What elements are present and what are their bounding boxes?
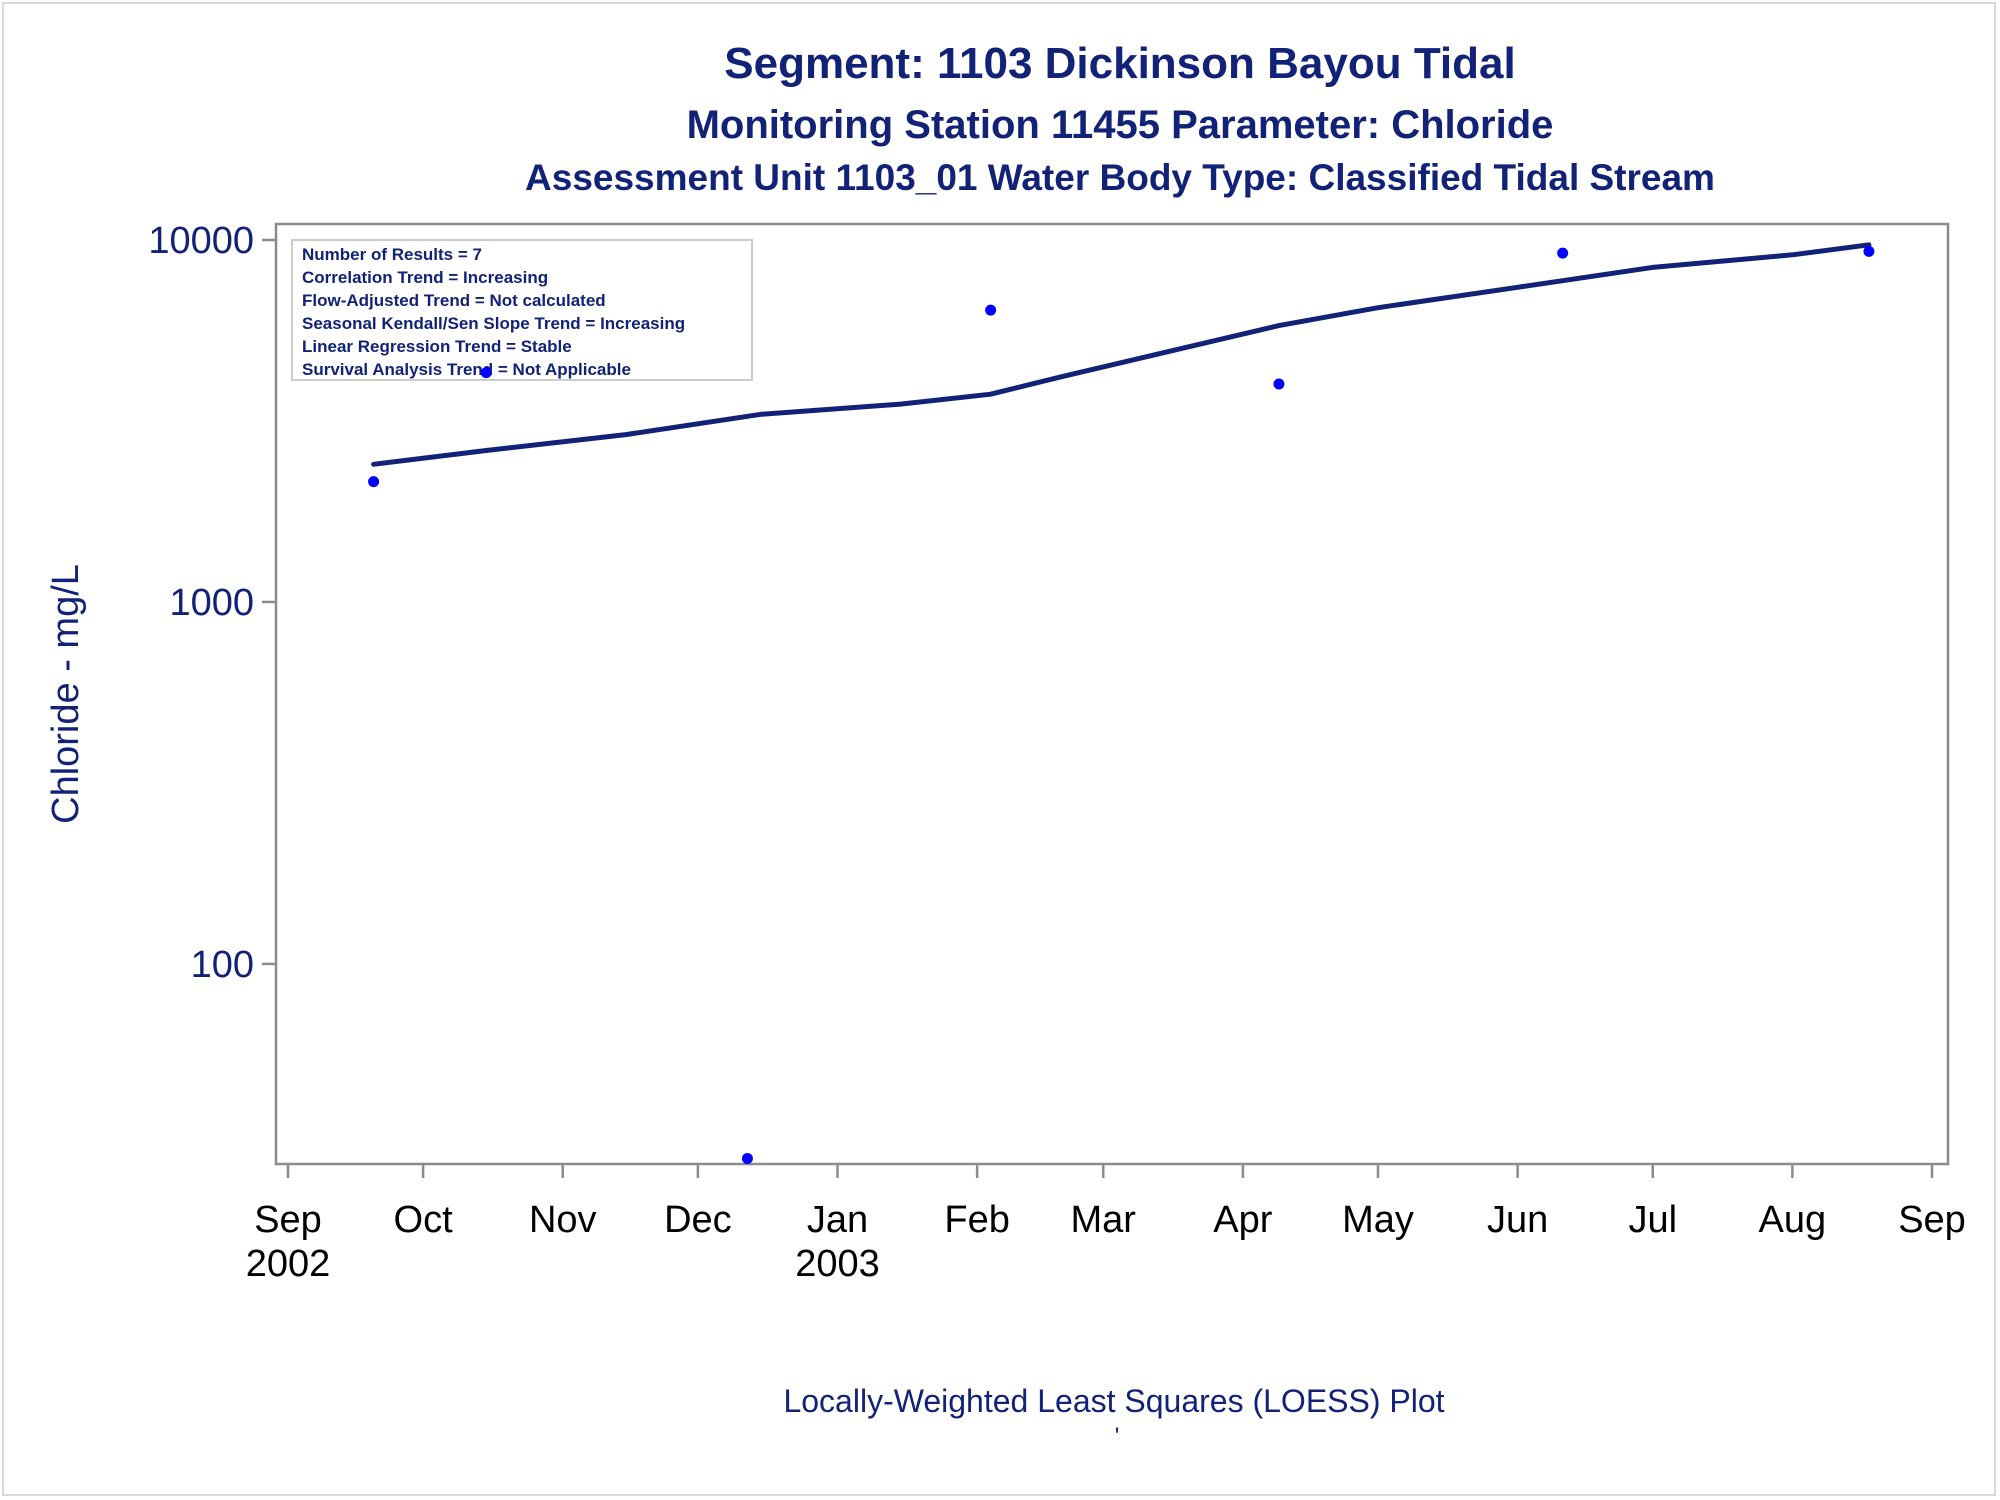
- annotation-line: Survival Analysis Trend = Not Applicable: [302, 360, 631, 379]
- annotation-text: Number of Results = 7 Correlation Trend =…: [302, 245, 685, 379]
- data-point: [1273, 378, 1285, 390]
- y-tick-label: 1000: [169, 582, 254, 624]
- chart-subtitle: Monitoring Station 11455 Parameter: Chlo…: [687, 103, 1554, 147]
- x-tick-label: Feb: [944, 1199, 1009, 1241]
- chart-title: Segment: 1103 Dickinson Bayou Tidal: [724, 39, 1515, 88]
- data-point: [1557, 247, 1569, 259]
- x-tick-label: Jan: [807, 1199, 868, 1241]
- y-tick-label: 100: [191, 944, 254, 986]
- data-point: [368, 476, 380, 488]
- x-tick-label: Jun: [1487, 1199, 1548, 1241]
- y-axis-label: Chloride - mg/L: [45, 564, 87, 824]
- x-tick-label: Oct: [394, 1199, 454, 1241]
- data-point: [741, 1152, 753, 1164]
- annotation-line: Flow-Adjusted Trend = Not calculated: [302, 291, 606, 310]
- y-axis: 10000 1000 100: [148, 220, 276, 986]
- x-tick-label: May: [1342, 1199, 1414, 1241]
- annotation-line: Correlation Trend = Increasing: [302, 268, 548, 287]
- x-tick-label: Mar: [1071, 1199, 1137, 1241]
- footnote-mark: ': [1115, 1423, 1120, 1450]
- x-tick-label: Sep: [254, 1199, 322, 1241]
- annotation-line: Linear Regression Trend = Stable: [302, 337, 572, 356]
- chart-subtitle-2: Assessment Unit 1103_01 Water Body Type:…: [525, 157, 1715, 198]
- x-tick-label: Nov: [529, 1199, 597, 1241]
- x-tick-label: Aug: [1759, 1199, 1827, 1241]
- annotation-box: [291, 239, 753, 381]
- footnote: Locally-Weighted Least Squares (LOESS) P…: [783, 1383, 1444, 1419]
- data-point: [985, 304, 997, 316]
- data-point: [1863, 245, 1875, 257]
- annotation-line: Seasonal Kendall/Sen Slope Trend = Incre…: [302, 314, 685, 333]
- x-tick-label: Jul: [1628, 1199, 1677, 1241]
- x-tick-label: Sep: [1898, 1199, 1966, 1241]
- annotation-line: Number of Results = 7: [302, 245, 482, 264]
- data-marks: [368, 242, 1875, 1164]
- x-tick-year-label: 2003: [795, 1243, 880, 1285]
- x-tick-label: Dec: [664, 1199, 732, 1241]
- plot-area: [274, 222, 1950, 1166]
- loess-line: [371, 242, 1872, 467]
- data-point: [480, 367, 492, 379]
- x-tick-year-label: 2002: [246, 1243, 331, 1285]
- x-tick-label: Apr: [1213, 1199, 1272, 1241]
- y-tick-label: 10000: [148, 220, 254, 262]
